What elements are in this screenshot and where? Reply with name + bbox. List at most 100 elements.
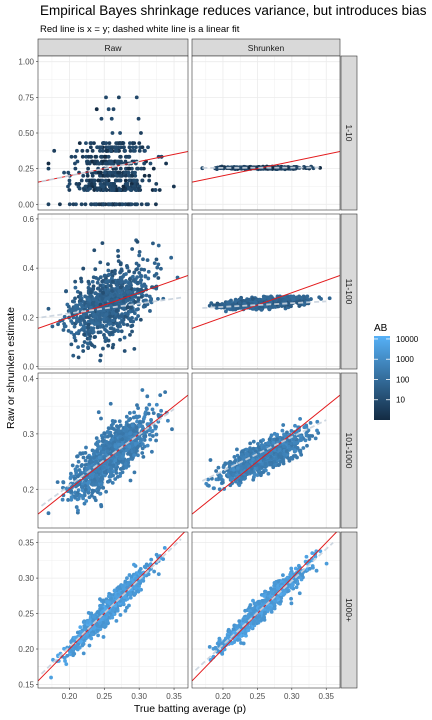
data-point bbox=[146, 411, 151, 416]
data-point bbox=[148, 309, 152, 313]
data-point bbox=[109, 433, 114, 438]
data-point bbox=[130, 442, 135, 447]
data-point bbox=[61, 480, 66, 485]
data-point bbox=[133, 173, 138, 178]
panel-1-10-raw bbox=[37, 55, 189, 211]
data-point bbox=[92, 188, 97, 192]
data-point bbox=[301, 302, 306, 307]
data-point bbox=[75, 159, 80, 164]
data-point bbox=[80, 154, 85, 159]
data-point bbox=[89, 202, 93, 207]
data-point bbox=[139, 273, 144, 278]
data-point bbox=[146, 276, 151, 281]
data-point bbox=[137, 148, 142, 153]
data-point bbox=[119, 202, 124, 207]
data-point bbox=[253, 300, 258, 305]
data-point bbox=[140, 283, 144, 288]
reference-line bbox=[192, 151, 340, 183]
data-point bbox=[134, 307, 139, 312]
data-point bbox=[118, 321, 122, 325]
data-point bbox=[109, 459, 113, 464]
panel-101-1000-shrunken bbox=[191, 372, 341, 529]
y-axis-title: Raw or shrunken estimate bbox=[5, 307, 17, 429]
data-point bbox=[135, 448, 139, 453]
data-point bbox=[94, 459, 98, 464]
data-point bbox=[52, 148, 57, 153]
data-point bbox=[108, 148, 113, 153]
data-point bbox=[64, 289, 68, 293]
data-point bbox=[107, 141, 112, 146]
data-point bbox=[277, 298, 282, 302]
data-point bbox=[309, 297, 313, 301]
data-point bbox=[100, 178, 105, 183]
panel-101-1000-raw bbox=[37, 372, 189, 529]
data-point bbox=[131, 145, 135, 150]
data-point bbox=[136, 314, 141, 318]
data-point bbox=[132, 346, 137, 351]
data-point bbox=[87, 297, 91, 302]
data-point bbox=[249, 470, 253, 475]
data-point bbox=[107, 170, 112, 175]
data-point bbox=[130, 141, 135, 146]
data-point bbox=[66, 184, 70, 189]
data-point bbox=[70, 299, 75, 304]
data-point bbox=[134, 261, 139, 266]
data-point bbox=[134, 317, 139, 321]
data-point bbox=[95, 145, 100, 150]
data-point bbox=[275, 432, 280, 437]
data-point bbox=[127, 178, 132, 183]
data-point bbox=[111, 473, 115, 478]
data-point bbox=[313, 436, 318, 441]
data-point bbox=[148, 161, 153, 166]
data-point bbox=[208, 458, 213, 462]
data-point bbox=[106, 434, 110, 439]
data-point bbox=[139, 202, 144, 207]
data-point bbox=[87, 336, 92, 341]
data-point bbox=[132, 270, 137, 275]
data-point bbox=[83, 202, 88, 207]
data-point bbox=[136, 186, 141, 191]
data-point bbox=[100, 475, 104, 480]
data-point bbox=[104, 148, 109, 153]
data-point bbox=[108, 314, 113, 319]
data-point bbox=[243, 476, 247, 481]
data-point bbox=[116, 452, 120, 457]
data-point bbox=[98, 173, 102, 178]
data-point bbox=[71, 202, 76, 207]
data-point bbox=[76, 345, 80, 350]
data-point bbox=[85, 173, 90, 178]
data-point bbox=[170, 427, 174, 432]
data-point bbox=[100, 439, 105, 444]
data-point bbox=[73, 154, 78, 159]
data-point bbox=[114, 471, 119, 475]
data-point bbox=[86, 345, 90, 350]
data-point bbox=[92, 141, 96, 146]
data-point bbox=[111, 182, 116, 186]
data-point bbox=[128, 431, 132, 436]
data-point bbox=[271, 465, 276, 470]
data-point bbox=[119, 314, 124, 319]
panel-border bbox=[37, 55, 189, 211]
data-point bbox=[154, 182, 159, 186]
data-point bbox=[104, 188, 109, 192]
data-point bbox=[110, 131, 115, 135]
data-point bbox=[289, 304, 293, 309]
data-point bbox=[61, 328, 66, 332]
data-point bbox=[77, 182, 82, 186]
data-point bbox=[130, 247, 135, 251]
data-point bbox=[137, 270, 142, 275]
data-point bbox=[95, 286, 100, 291]
data-point bbox=[294, 440, 299, 445]
data-point bbox=[66, 328, 71, 333]
data-point bbox=[65, 302, 70, 307]
data-point bbox=[114, 173, 119, 178]
data-point bbox=[298, 302, 302, 307]
data-point bbox=[114, 308, 119, 313]
data-point bbox=[88, 141, 93, 146]
data-point bbox=[142, 267, 147, 272]
data-point bbox=[87, 465, 91, 470]
data-point bbox=[261, 438, 265, 442]
data-point bbox=[158, 393, 163, 398]
data-point bbox=[125, 182, 129, 186]
data-point bbox=[86, 481, 91, 486]
